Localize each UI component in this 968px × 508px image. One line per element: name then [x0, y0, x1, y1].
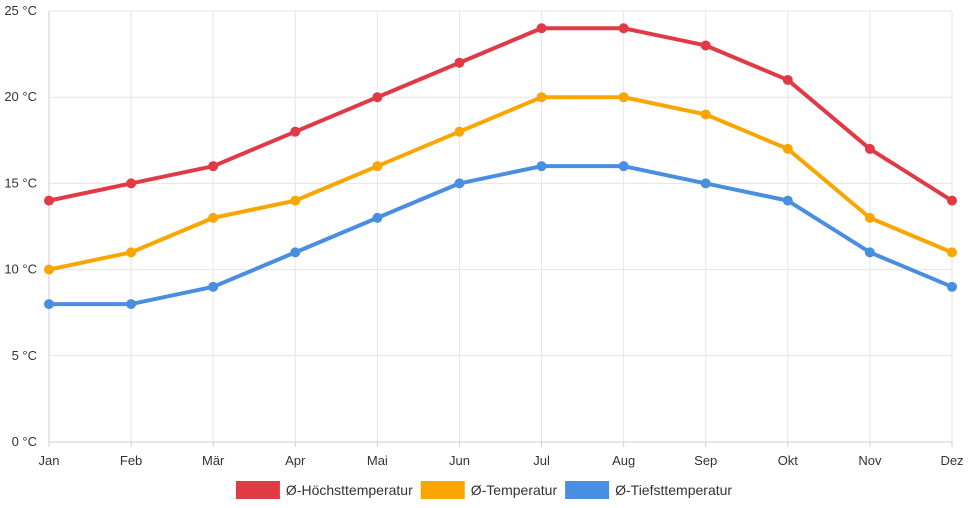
data-point[interactable]: [536, 92, 547, 103]
x-tick-label: Mai: [367, 453, 388, 468]
series-line: [47, 164, 954, 307]
data-point[interactable]: [454, 178, 465, 189]
data-point[interactable]: [208, 212, 219, 223]
data-point[interactable]: [208, 161, 219, 172]
legend-label: Ø-Höchsttemperatur: [286, 482, 413, 498]
data-point[interactable]: [864, 143, 875, 154]
axes: [48, 11, 953, 447]
data-point[interactable]: [782, 195, 793, 206]
data-point[interactable]: [700, 40, 711, 51]
x-tick-label: Nov: [858, 453, 882, 468]
data-point[interactable]: [618, 92, 629, 103]
legend-item-3[interactable]: Ø-Tiefsttemperatur: [565, 481, 732, 499]
data-point[interactable]: [700, 109, 711, 120]
x-tick-label: Aug: [612, 453, 635, 468]
legend-label: Ø-Tiefsttemperatur: [615, 482, 732, 498]
data-point[interactable]: [372, 161, 383, 172]
y-tick-label: 20 °C: [4, 89, 37, 104]
legend-item-2[interactable]: Ø-Temperatur: [420, 481, 558, 499]
series-1: [44, 23, 957, 206]
data-point[interactable]: [44, 299, 54, 310]
data-point[interactable]: [372, 92, 383, 103]
x-tick-label: Dez: [940, 453, 963, 468]
data-point[interactable]: [290, 126, 301, 137]
legend-swatch: [565, 481, 610, 499]
grid: [48, 10, 953, 442]
data-point[interactable]: [864, 247, 875, 258]
y-tick-label: 10 °C: [4, 262, 37, 277]
data-point[interactable]: [44, 264, 54, 275]
data-point[interactable]: [864, 212, 875, 223]
x-tick-label: Jan: [39, 453, 60, 468]
data-point[interactable]: [536, 23, 547, 34]
x-tick-label: Feb: [120, 453, 142, 468]
data-point[interactable]: [208, 281, 219, 292]
legend-swatch: [420, 481, 465, 499]
data-point[interactable]: [454, 57, 465, 68]
data-point[interactable]: [947, 195, 957, 206]
data-point[interactable]: [290, 195, 301, 206]
legend-label: Ø-Temperatur: [471, 482, 558, 498]
y-tick-label: 15 °C: [4, 175, 37, 190]
x-tick-label: Okt: [778, 453, 799, 468]
data-point[interactable]: [782, 74, 793, 85]
x-tick-label: Mär: [202, 453, 225, 468]
legend-item-1[interactable]: Ø-Höchsttemperatur: [235, 481, 413, 499]
data-point[interactable]: [618, 161, 629, 172]
data-point[interactable]: [44, 195, 54, 206]
data-point[interactable]: [290, 247, 301, 258]
data-point[interactable]: [947, 281, 957, 292]
y-tick-label: 25 °C: [4, 3, 37, 18]
data-point[interactable]: [372, 212, 383, 223]
data-point[interactable]: [454, 126, 465, 137]
x-tick-label: Sep: [694, 453, 717, 468]
series-line: [47, 95, 954, 272]
data-point[interactable]: [126, 247, 137, 258]
x-tick-label: Apr: [285, 453, 306, 468]
y-tick-label: 0 °C: [12, 434, 37, 449]
data-point[interactable]: [126, 299, 137, 310]
data-point[interactable]: [700, 178, 711, 189]
series-line: [47, 26, 954, 203]
data-point[interactable]: [947, 247, 957, 258]
data-point[interactable]: [536, 161, 547, 172]
legend-swatch: [235, 481, 280, 499]
data-point[interactable]: [618, 23, 629, 34]
series-2: [44, 92, 957, 275]
x-axis-tick-labels: Jan Feb Mär Apr Mai Jun Jul Aug Sep Okt Nov Dez: [39, 453, 964, 468]
x-tick-label: Jul: [533, 453, 550, 468]
y-axis-tick-labels: 0 °C 5 °C 10 °C 15 °C 20 °C 25 °C: [4, 3, 37, 449]
y-tick-label: 5 °C: [12, 348, 37, 363]
x-tick-label: Jun: [449, 453, 470, 468]
series-lines: [44, 23, 957, 310]
legend: Ø-Höchsttemperatur Ø-Temperatur Ø-Tiefstte…: [235, 481, 732, 499]
series-3: [44, 161, 957, 310]
data-point[interactable]: [782, 143, 793, 154]
data-point[interactable]: [126, 178, 137, 189]
